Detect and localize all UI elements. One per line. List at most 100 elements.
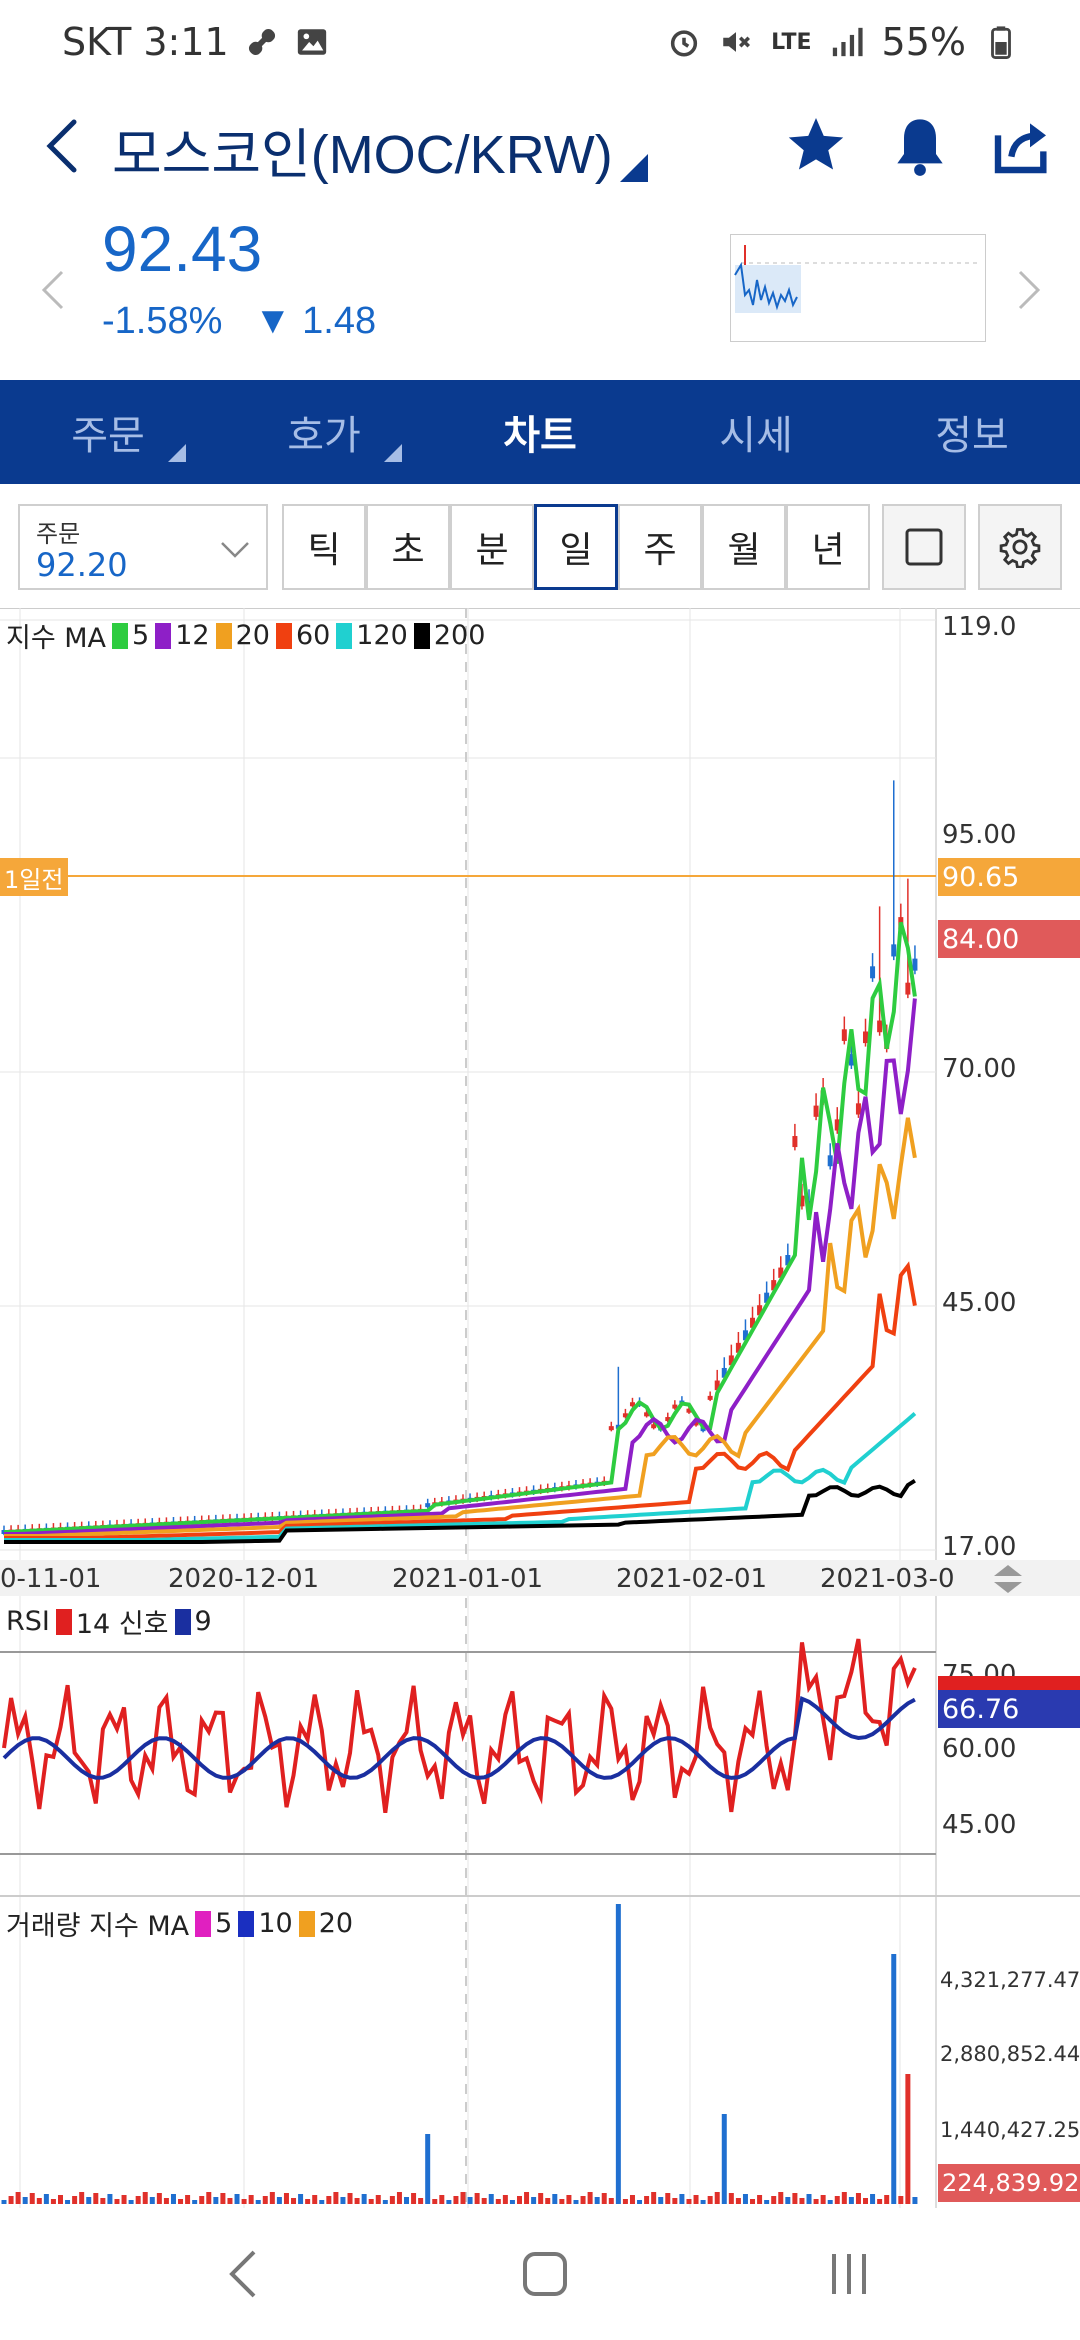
volume-bar	[870, 2194, 876, 2204]
vol-ma5-swatch	[195, 1910, 212, 1937]
volume-bar	[615, 1904, 621, 2204]
volume-bar	[877, 2199, 883, 2204]
volume-bar	[340, 2197, 346, 2204]
volume-bar	[298, 2194, 304, 2204]
volume-bar	[700, 2200, 706, 2204]
candle-body	[870, 966, 876, 979]
volume-bar	[474, 2193, 480, 2204]
fullscreen-button[interactable]	[882, 504, 966, 590]
ma12-swatch	[155, 622, 172, 649]
date-tick: 2020-12-01	[168, 1564, 320, 1594]
period-day[interactable]: 일	[534, 504, 618, 590]
vol-ma10-swatch	[238, 1910, 255, 1937]
ma5-swatch	[112, 622, 129, 649]
order-price-select[interactable]: 주문 92.20	[18, 504, 268, 590]
volume-bar	[439, 2195, 445, 2204]
candle-body	[905, 982, 911, 995]
tab-info[interactable]: 정보	[935, 413, 1009, 459]
tab-order[interactable]: 주문	[0, 380, 216, 484]
rsi-tick: 60.00	[942, 1734, 1017, 1764]
chart-area[interactable]: 지수 MA 5 12 20 60 120 200 119.0 95.00 70.…	[0, 608, 1080, 2208]
volume-bar	[333, 2192, 339, 2204]
price-chart-canvas[interactable]	[0, 608, 1080, 2208]
resize-handle-icon[interactable]	[988, 1562, 1028, 1596]
ma200-swatch	[413, 622, 430, 649]
volume-bar	[382, 2200, 388, 2204]
period-month[interactable]: 월	[702, 504, 786, 590]
image-icon	[297, 29, 326, 55]
tab-chart[interactable]: 차트	[503, 413, 577, 459]
nav-back-icon[interactable]	[210, 2242, 280, 2306]
ref-line-value: 90.65	[938, 858, 1080, 896]
rsi-line	[2, 1638, 917, 1813]
volume-bar	[43, 2194, 49, 2204]
tab-orderbook[interactable]: 호가	[216, 380, 432, 484]
volume-bar	[411, 2193, 417, 2204]
volume-bar	[57, 2195, 63, 2204]
star-icon[interactable]	[784, 114, 848, 178]
volume-bar	[891, 1954, 897, 2204]
volume-bar	[396, 2192, 402, 2204]
volume-bar	[8, 2196, 14, 2204]
settings-button[interactable]	[978, 504, 1062, 590]
volume-bar	[404, 2197, 410, 2204]
period-year[interactable]: 년	[786, 504, 870, 590]
volume-bar	[1, 2200, 7, 2204]
period-tick[interactable]: 틱	[282, 504, 366, 590]
date-tick: 2021-02-01	[616, 1564, 768, 1594]
chart-toolbar: 주문 92.20 틱 초 분 일 주 월 년	[0, 500, 1080, 592]
volume-bar	[185, 2195, 191, 2204]
rsi-signal-line	[2, 1695, 916, 1780]
volume-bar	[255, 2200, 261, 2204]
period-second[interactable]: 초	[366, 504, 450, 590]
volume-bar	[86, 2197, 92, 2204]
battery-icon	[991, 26, 1011, 59]
mini-chart[interactable]	[730, 234, 986, 342]
period-week[interactable]: 주	[618, 504, 702, 590]
candle-body	[735, 1342, 741, 1353]
volume-bar	[432, 2199, 438, 2204]
price-tick: 119.0	[942, 612, 1017, 642]
next-coin-icon[interactable]	[1010, 260, 1050, 320]
rsi-signal-tag: 66.76	[938, 1690, 1080, 1728]
volume-bar	[848, 2197, 854, 2204]
share-icon[interactable]	[990, 114, 1054, 178]
rsi-swatch	[55, 1608, 72, 1635]
volume-bar	[750, 2199, 756, 2204]
volume-bar	[50, 2199, 56, 2204]
volume-bar	[446, 2200, 452, 2204]
candle-body	[672, 1404, 678, 1409]
volume-bar	[912, 2197, 918, 2204]
prev-coin-icon[interactable]	[32, 260, 72, 320]
volume-bar	[629, 2195, 635, 2204]
candle-body	[693, 1421, 699, 1426]
candle-body	[757, 1305, 763, 1316]
ma-line	[4, 1117, 917, 1538]
back-icon[interactable]	[38, 116, 88, 176]
tab-market[interactable]: 시세	[719, 413, 793, 459]
coin-title[interactable]: 모스코인(MOC/KRW)	[112, 125, 613, 185]
nav-home-icon[interactable]	[510, 2242, 580, 2306]
price-tick: 17.00	[942, 1532, 1017, 1562]
volume-bar	[827, 2200, 833, 2204]
alarm-icon	[671, 30, 698, 57]
volume-bar	[735, 2198, 741, 2204]
volume-bar	[100, 2198, 106, 2204]
bell-icon[interactable]	[888, 114, 952, 178]
volume-bar	[898, 2196, 904, 2204]
candle-body	[834, 1119, 840, 1131]
volume-bar	[672, 2198, 678, 2204]
volume-bar	[559, 2199, 565, 2204]
volume-bar	[418, 2198, 424, 2204]
volume-bar	[799, 2198, 805, 2204]
system-nav-bar	[0, 2208, 1080, 2340]
caret-down-icon[interactable]	[620, 154, 648, 182]
volume-bar	[863, 2198, 869, 2204]
ma-line	[4, 998, 917, 1536]
volume-bar	[319, 2200, 325, 2204]
volume-bar	[192, 2200, 198, 2204]
period-minute[interactable]: 분	[450, 504, 534, 590]
nav-recents-icon[interactable]	[814, 2242, 884, 2306]
volume-bar	[841, 2192, 847, 2204]
volume-bar	[714, 2192, 720, 2204]
